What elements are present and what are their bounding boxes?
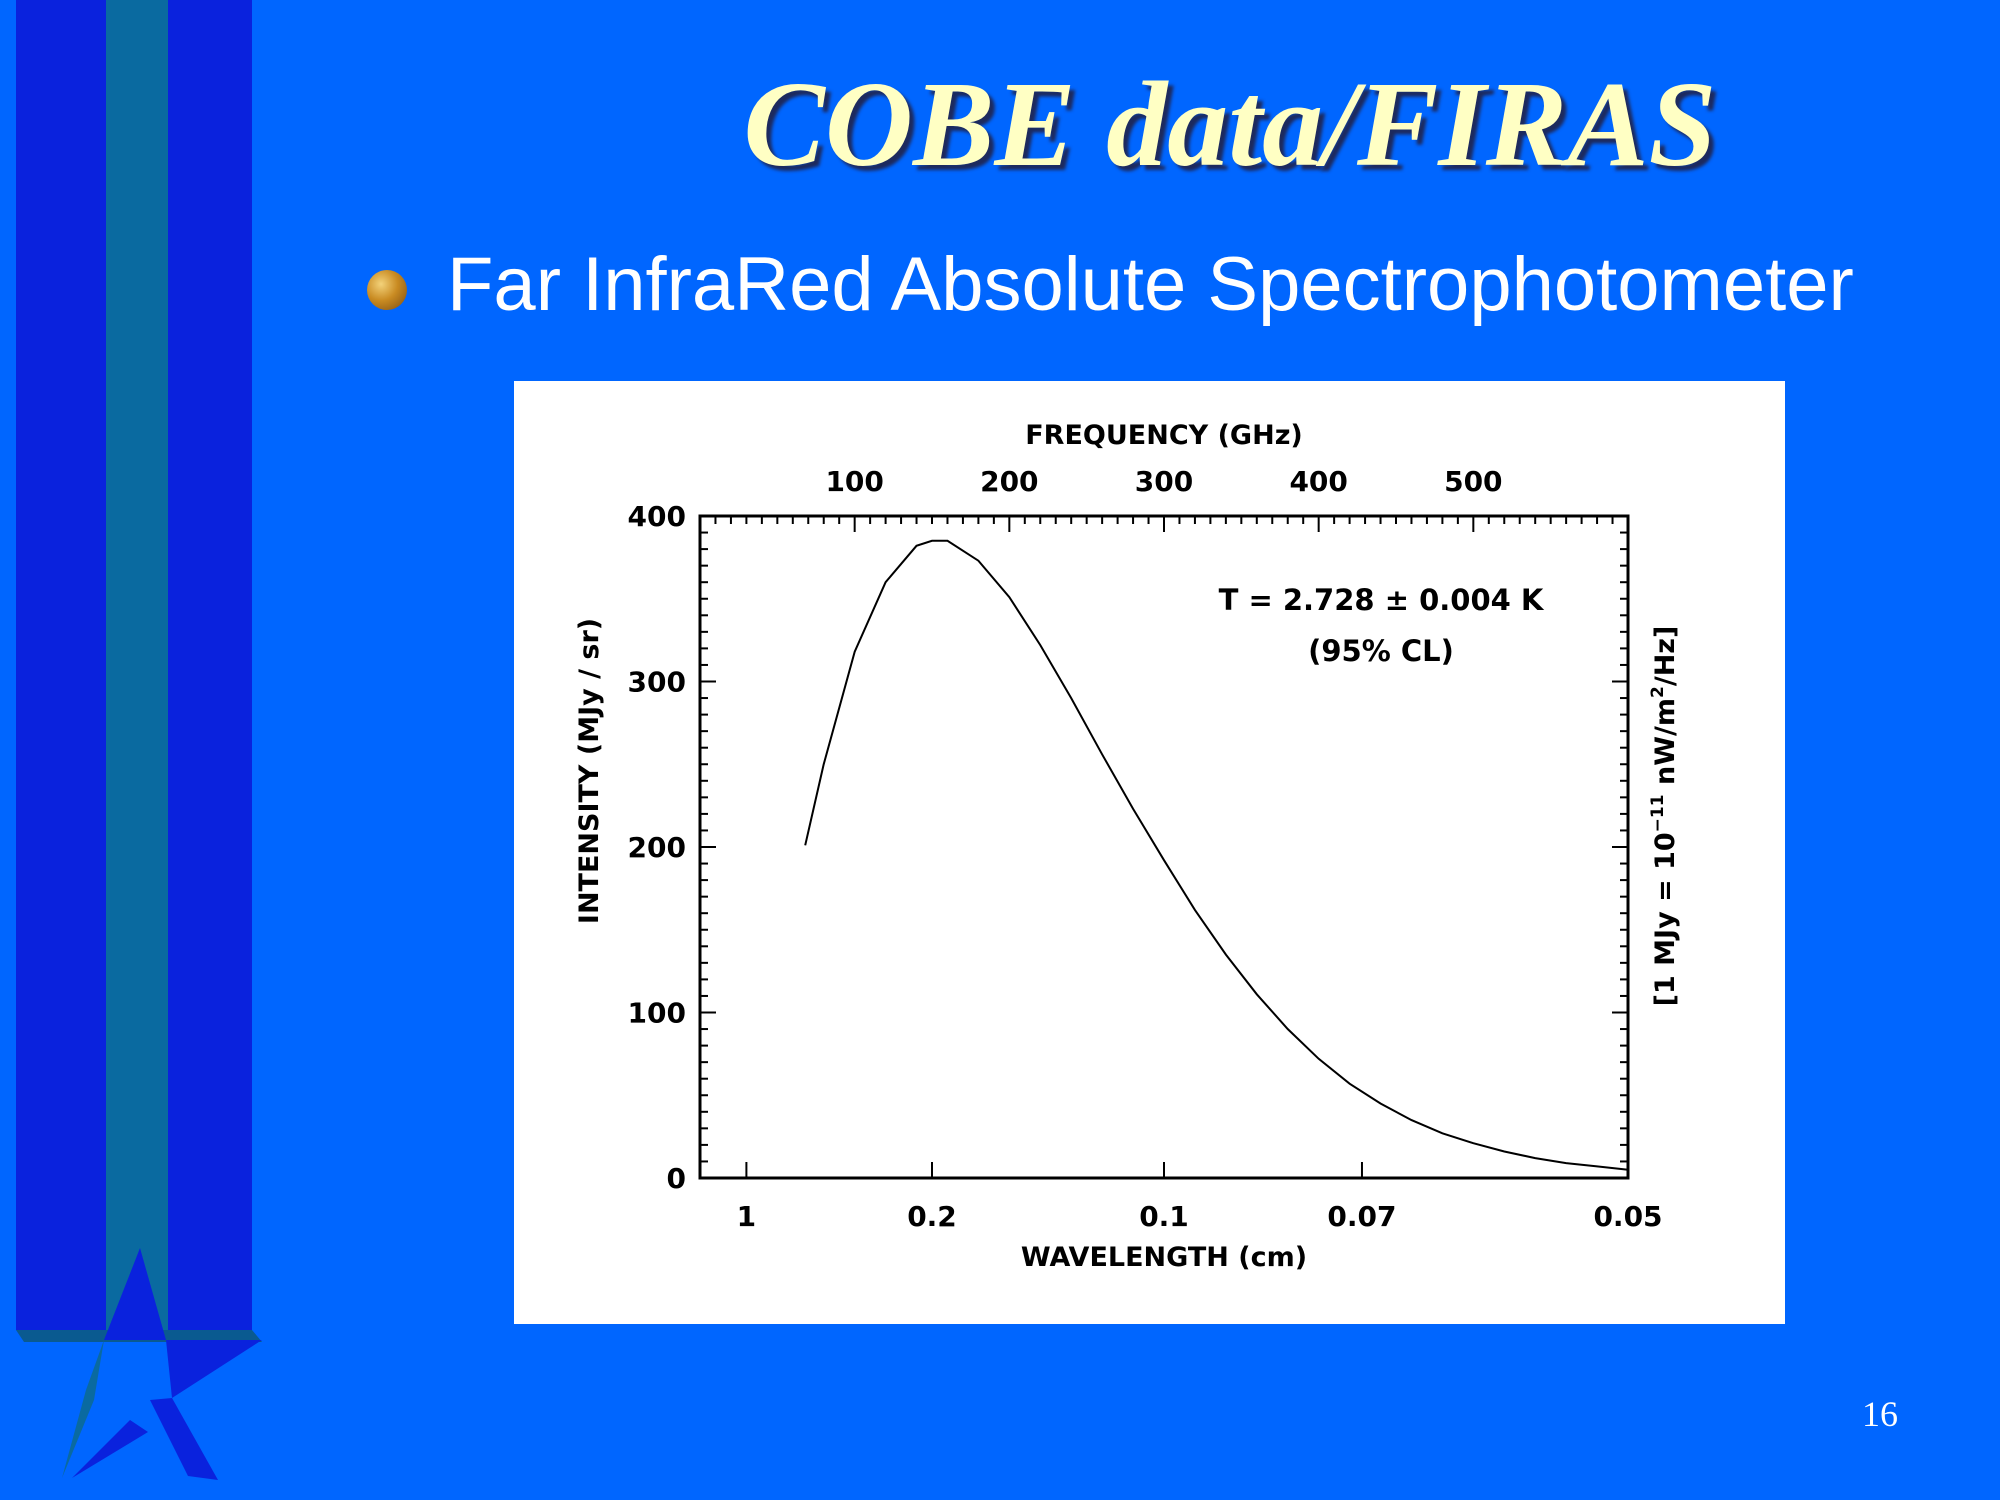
x-top-tick-label: 200 [980, 465, 1038, 498]
x-top-axis-label: FREQUENCY (GHz) [1025, 420, 1303, 451]
series-line [804, 539, 1629, 1171]
x-top-tick-label: 100 [825, 465, 883, 498]
x-bottom-tick-label: 1 [737, 1200, 756, 1233]
bullet-icon [367, 270, 407, 310]
y-tick-label: 200 [628, 831, 686, 864]
annotation-confidence: (95% CL) [1308, 634, 1454, 668]
y-tick-label: 400 [628, 500, 686, 533]
x-bottom-tick-label: 0.05 [1593, 1200, 1662, 1233]
decorative-stripes [16, 0, 262, 1480]
y-tick-label: 300 [628, 666, 686, 699]
chart-panel: 100 200 300 400 500 0 100 200 300 400 1 0.2 0.1 0.07 0… [514, 381, 1785, 1324]
y-right-axis-label: [1 MJy = 10−11 nW/m2/Hz] [1648, 626, 1681, 1007]
x-top-tick-label: 300 [1135, 465, 1193, 498]
star-icon [62, 1248, 262, 1480]
x-bottom-axis-label: WAVELENGTH (cm) [1021, 1242, 1307, 1273]
x-bottom-tick-label: 0.07 [1327, 1200, 1396, 1233]
y-axis-label: INTENSITY (MJy / sr) [574, 618, 605, 924]
x-top-tick-label: 400 [1289, 465, 1347, 498]
y-tick-label: 0 [667, 1162, 686, 1195]
x-bottom-tick-label: 0.1 [1139, 1200, 1189, 1233]
x-top-tick-label: 500 [1444, 465, 1502, 498]
x-bottom-tick-label: 0.2 [907, 1200, 957, 1233]
page-number: 16 [1862, 1394, 1898, 1434]
slide-title: COBE data/FIRAS [743, 57, 1717, 192]
annotation-temperature: T = 2.728 ± 0.004 K [1219, 583, 1545, 617]
y-tick-label: 100 [628, 997, 686, 1030]
chart-svg: 100 200 300 400 500 0 100 200 300 400 1 0.2 0.1 0.07 0… [574, 420, 1681, 1273]
bullet-text: Far InfraRed Absolute Spectrophotometer [447, 242, 1854, 327]
